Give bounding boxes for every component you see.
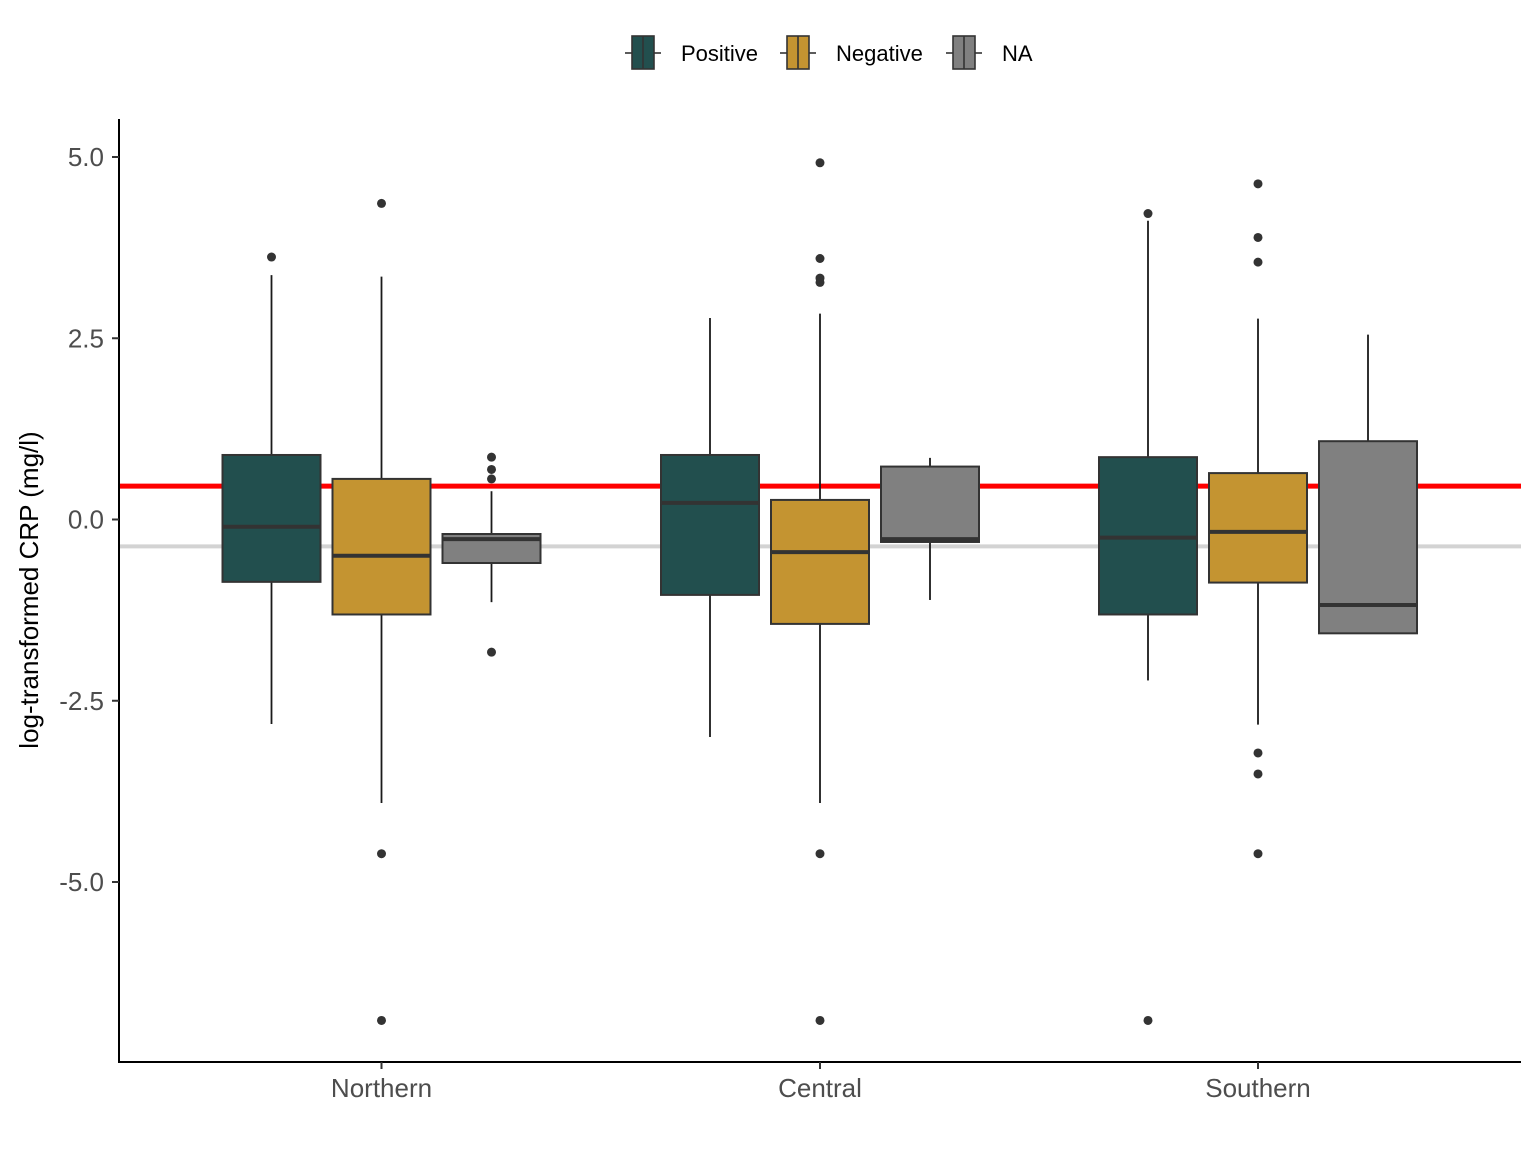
legend-label: Positive bbox=[681, 41, 758, 66]
legend-item-negative: Negative bbox=[780, 35, 923, 70]
outlier-point bbox=[815, 277, 825, 287]
outlier-point bbox=[815, 1015, 825, 1025]
outlier-point bbox=[815, 849, 825, 859]
box-iqr bbox=[660, 453, 760, 596]
box-iqr bbox=[1318, 440, 1418, 635]
x-ticks: Northern Central Southern bbox=[331, 1062, 1311, 1103]
legend-item-na: NA bbox=[946, 35, 1033, 70]
outlier-point bbox=[487, 464, 496, 474]
outlier-point bbox=[1253, 748, 1263, 758]
box-iqr bbox=[1208, 472, 1308, 584]
outlier-point bbox=[377, 1015, 386, 1025]
box-iqr bbox=[221, 453, 322, 583]
box-iqr bbox=[880, 465, 980, 543]
y-tick-label: 2.5 bbox=[68, 323, 104, 353]
y-tick-label: 5.0 bbox=[68, 142, 104, 172]
box-iqr bbox=[331, 477, 432, 616]
y-axis-title: log-transformed CRP (mg/l) bbox=[14, 431, 44, 748]
y-tick-label: -5.0 bbox=[59, 867, 104, 897]
box-na-central bbox=[880, 457, 980, 600]
box-negative-central bbox=[770, 158, 870, 1025]
legend: Positive Negative NA bbox=[625, 35, 1033, 70]
legend-label: NA bbox=[1002, 41, 1033, 66]
outlier-point bbox=[1143, 1015, 1153, 1025]
outlier-point bbox=[1253, 179, 1263, 189]
outlier-point bbox=[1143, 209, 1153, 219]
x-tick-label: Southern bbox=[1205, 1073, 1311, 1103]
outlier-point bbox=[267, 252, 276, 262]
x-tick-label: Central bbox=[778, 1073, 862, 1103]
box-negative-southern bbox=[1208, 179, 1308, 859]
box-na-southern bbox=[1318, 334, 1418, 635]
y-tick-label: -2.5 bbox=[59, 686, 104, 716]
box-negative-northern bbox=[331, 198, 432, 1025]
legend-item-positive: Positive bbox=[625, 35, 758, 70]
outlier-point bbox=[1253, 232, 1263, 242]
y-ticks: 5.0 2.5 0.0 -2.5 -5.0 bbox=[59, 142, 119, 897]
outlier-point bbox=[815, 158, 825, 168]
outlier-point bbox=[815, 254, 825, 263]
outlier-point bbox=[487, 474, 496, 484]
outlier-point bbox=[1253, 849, 1263, 859]
outlier-point bbox=[1253, 769, 1263, 779]
legend-label: Negative bbox=[836, 41, 923, 66]
outlier-point bbox=[487, 647, 496, 657]
box-na-northern bbox=[441, 452, 542, 657]
outlier-point bbox=[377, 198, 386, 208]
outlier-point bbox=[377, 849, 386, 859]
box-iqr bbox=[770, 498, 870, 625]
boxes bbox=[221, 158, 1418, 1025]
box-positive-northern bbox=[221, 252, 322, 724]
box-positive-southern bbox=[1098, 209, 1198, 1025]
box-positive-central bbox=[660, 317, 760, 737]
y-tick-label: 0.0 bbox=[68, 505, 104, 535]
x-tick-label: Northern bbox=[331, 1073, 432, 1103]
outlier-point bbox=[487, 452, 496, 462]
outlier-point bbox=[1253, 257, 1263, 267]
